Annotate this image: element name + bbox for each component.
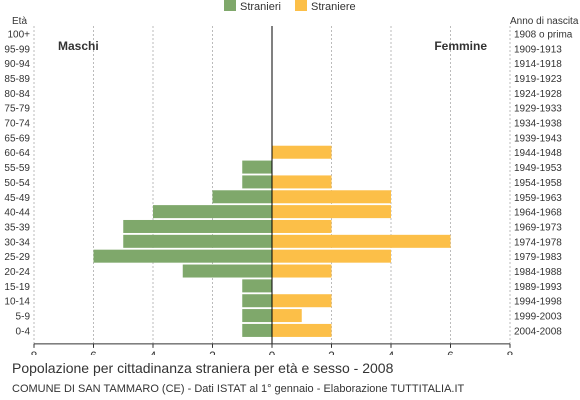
bar-femmine-60-64 [272,145,332,159]
bar-femmine-20-24 [272,264,332,278]
birth-year-label: 1994-1998 [514,297,562,308]
birth-year-label: 1929-1933 [514,104,562,115]
bars [93,145,451,337]
age-group-label: 40-44 [4,208,30,219]
birth-year-label: 2004-2008 [514,326,562,337]
legend-label-stranieri: Stranieri [240,1,281,13]
side-label-femmine: Femmine [434,39,487,53]
bar-maschi-5-9 [242,309,272,323]
birth-year-label: 1919-1923 [514,74,562,85]
bar-maschi-15-19 [242,279,272,293]
bar-maschi-35-39 [123,219,272,233]
birth-year-label: 1964-1968 [514,208,562,219]
age-group-label: 15-19 [4,282,30,293]
age-group-label: 90-94 [4,59,30,70]
age-group-label: 10-14 [4,297,30,308]
birth-year-label: 1959-1963 [514,193,562,204]
age-group-label: 35-39 [4,222,30,233]
birth-year-label: 1984-1988 [514,267,562,278]
bar-femmine-45-49 [272,190,391,204]
x-tick-label: 0 [269,349,276,355]
birth-year-label: 1969-1973 [514,222,562,233]
bar-femmine-40-44 [272,205,391,219]
age-group-label: 20-24 [4,267,30,278]
bar-maschi-25-29 [93,249,272,263]
x-tick-labels: 8 6 4 2 0 2 4 6 8 [31,343,514,355]
bar-femmine-5-9 [272,309,302,323]
legend-swatch-stranieri [224,0,236,11]
bar-maschi-40-44 [153,205,272,219]
birth-year-label: 1954-1958 [514,178,562,189]
age-group-label: 85-89 [4,74,30,85]
legend-label-straniere: Straniere [311,1,356,13]
birth-year-label: 1908 o prima [514,29,573,40]
x-tick-label: 8 [507,349,514,355]
birth-year-label: 1909-1913 [514,44,562,55]
age-group-label: 100+ [7,29,30,40]
birth-year-label: 1924-1928 [514,89,562,100]
age-group-label: 30-34 [4,237,30,248]
age-group-label: 65-69 [4,133,30,144]
bar-femmine-35-39 [272,219,332,233]
birth-year-label: 1914-1918 [514,59,562,70]
birth-year-label: 1999-2003 [514,312,562,323]
birth-year-label: 1974-1978 [514,237,562,248]
x-tick-label: 4 [388,349,395,355]
population-pyramid-chart: 8 6 4 2 0 2 4 6 8 100+ 95-99 90-94 85-89 80-84 75-79 7… [4,0,579,355]
x-tick-label: 6 [90,349,97,355]
age-group-labels: 100+ 95-99 90-94 85-89 80-84 75-79 70-74 65-69 6… [4,29,30,337]
age-group-label: 50-54 [4,178,30,189]
age-group-label: 5-9 [16,312,31,323]
bar-femmine-50-54 [272,175,332,189]
bar-femmine-10-14 [272,294,332,308]
x-tick-label: 4 [150,349,157,355]
bar-maschi-0-4 [242,323,272,337]
y-axis-label-right: Anno di nascita [510,16,579,27]
age-group-label: 75-79 [4,104,30,115]
bar-maschi-50-54 [242,175,272,189]
birth-year-label: 1934-1938 [514,119,562,130]
bar-femmine-0-4 [272,323,332,337]
x-tick-label: 2 [328,349,335,355]
bar-maschi-20-24 [182,264,272,278]
birth-year-label: 1989-1993 [514,282,562,293]
grid-lines [33,26,511,344]
birth-year-label: 1944-1948 [514,148,562,159]
birth-year-label: 1979-1983 [514,252,562,263]
age-group-label: 0-4 [16,326,31,337]
age-group-label: 25-29 [4,252,30,263]
birth-year-label: 1939-1943 [514,133,562,144]
age-group-label: 55-59 [4,163,30,174]
side-label-maschi: Maschi [58,39,99,53]
bar-maschi-55-59 [242,160,272,174]
legend: Stranieri Straniere [224,0,356,13]
age-group-label: 60-64 [4,148,30,159]
x-tick-label: 2 [209,349,216,355]
chart-source: COMUNE DI SAN TAMMARO (CE) - Dati ISTAT … [12,383,465,395]
age-group-label: 95-99 [4,44,30,55]
age-group-label: 80-84 [4,89,30,100]
legend-swatch-straniere [295,0,307,11]
birth-year-label: 1949-1953 [514,163,562,174]
bar-femmine-25-29 [272,249,391,263]
birth-year-labels: 1908 o prima 1909-1913 1914-1918 1919-1923 1… [514,29,573,337]
chart-title: Popolazione per cittadinanza straniera p… [12,360,394,376]
age-group-label: 70-74 [4,119,30,130]
x-tick-label: 6 [447,349,454,355]
x-tick-label: 8 [31,349,38,355]
y-axis-label-left: Età [12,16,27,27]
age-group-label: 45-49 [4,193,30,204]
bar-femmine-30-34 [272,234,451,248]
bar-maschi-45-49 [212,190,272,204]
bar-maschi-30-34 [123,234,272,248]
bar-maschi-10-14 [242,294,272,308]
